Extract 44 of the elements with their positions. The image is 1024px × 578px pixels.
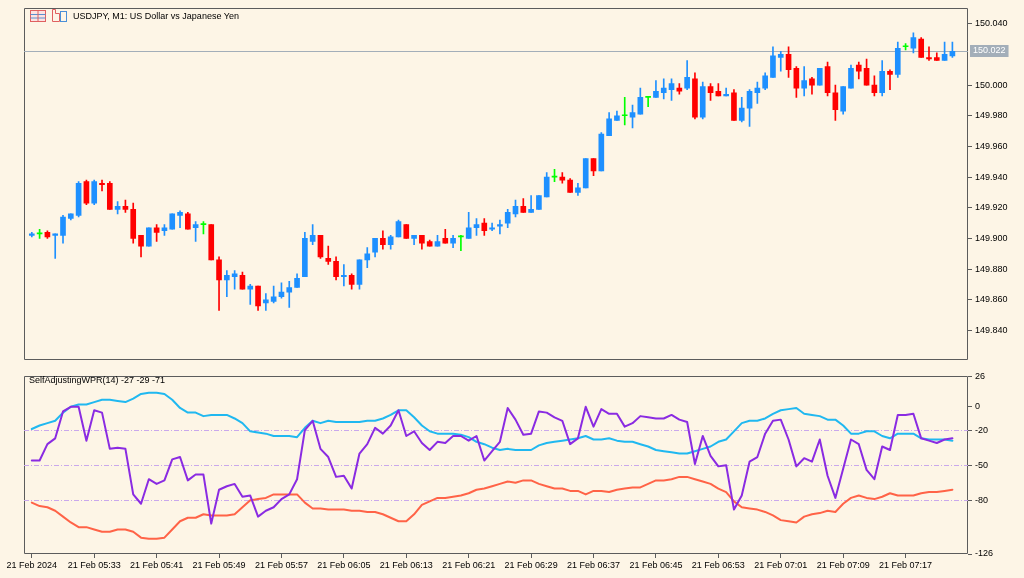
candlestick xyxy=(536,195,542,210)
x-tick-label: 21 Feb 06:53 xyxy=(691,559,745,570)
y-tick-label: 149.860 xyxy=(975,294,1008,305)
x-tick-label: 21 Feb 05:57 xyxy=(254,559,308,570)
candlestick xyxy=(403,224,410,239)
candlestick xyxy=(169,213,176,230)
y-tick-label: 0 xyxy=(975,401,981,412)
y-tick-label: 149.920 xyxy=(975,202,1008,213)
y-tick-label: 149.900 xyxy=(975,232,1008,243)
x-tick-label: 21 Feb 07:09 xyxy=(816,559,870,570)
x-tick-label: 21 Feb 06:13 xyxy=(379,559,433,570)
y-tick-label: 149.980 xyxy=(975,110,1008,121)
x-tick-label: 21 Feb 05:41 xyxy=(130,559,184,570)
candlestick xyxy=(816,67,823,86)
y-tick-label: 150.000 xyxy=(975,79,1008,90)
x-tick-label: 21 Feb 06:05 xyxy=(317,559,371,570)
x-tick-label: 21 Feb 05:49 xyxy=(192,559,246,570)
x-tick-label: 21 Feb 06:45 xyxy=(629,559,683,570)
y-tick-label: 149.880 xyxy=(975,263,1008,274)
candlestick xyxy=(489,222,495,232)
x-tick-label: 21 Feb 2024 xyxy=(6,559,58,570)
candlestick xyxy=(146,227,152,247)
x-tick-label: 21 Feb 06:37 xyxy=(567,559,621,570)
y-tick-label: 150.040 xyxy=(975,18,1008,29)
x-tick-label: 21 Feb 07:17 xyxy=(879,559,933,570)
y-tick-label: -20 xyxy=(975,424,989,435)
y-tick-label: -80 xyxy=(975,494,989,505)
y-tick-label: 149.940 xyxy=(975,171,1008,182)
ref-line-label: 150.022 xyxy=(973,45,1006,56)
candlestick xyxy=(497,219,503,235)
candlestick xyxy=(645,96,651,107)
x-tick-label: 21 Feb 06:29 xyxy=(504,559,558,570)
chart-title: SelfAdjustingWPR(14) -27 -29 -71 xyxy=(29,375,166,385)
x-tick-label: 21 Feb 05:33 xyxy=(67,559,121,570)
y-tick-label: -50 xyxy=(975,459,989,470)
y-tick-label: 149.840 xyxy=(975,324,1008,335)
y-tick-label: -126 xyxy=(975,548,994,559)
candlestick xyxy=(582,158,589,189)
y-tick-label: 26 xyxy=(975,370,986,381)
x-tick-label: 21 Feb 07:01 xyxy=(754,559,808,570)
x-tick-label: 21 Feb 06:21 xyxy=(442,559,496,570)
y-tick-label: 149.960 xyxy=(975,140,1008,151)
chart-title: USDJPY, M1: US Dollar vs Japanese Yen xyxy=(73,11,239,21)
candlestick xyxy=(208,224,215,261)
